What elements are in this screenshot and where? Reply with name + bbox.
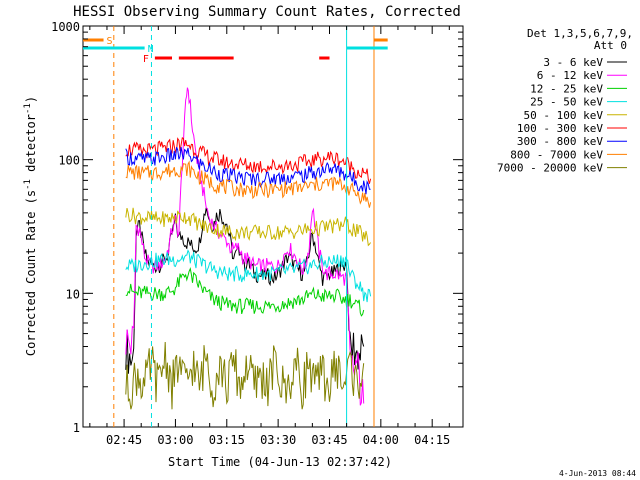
series-100-300-kev <box>125 137 372 184</box>
series-25-50-kev <box>125 249 372 303</box>
chart-title: HESSI Observing Summary Count Rates, Cor… <box>73 4 461 20</box>
legend-label-7000-20000-kev: 7000 - 20000 keV <box>497 162 603 175</box>
legend-label-25-50-kev: 25 - 50 keV <box>530 96 603 109</box>
series-800-7000-kev <box>125 160 372 208</box>
y-axis-label-sup1: -1 <box>23 179 33 190</box>
y-axis-label-sup2: -1 <box>23 103 33 114</box>
series-7000-20000-kev <box>125 341 365 410</box>
marker-s-label: S <box>107 36 113 47</box>
legend-label-12-25-kev: 12 - 25 keV <box>530 82 603 95</box>
series-50-100-kev <box>125 207 372 247</box>
marker-f-label: F <box>143 54 149 65</box>
legend-label-100-300-kev: 100 - 300 keV <box>517 122 603 135</box>
y-tick-label-1: 1 <box>73 421 80 435</box>
legend-label-3-6-kev: 3 - 6 keV <box>543 56 603 69</box>
legend-label-50-100-kev: 50 - 100 keV <box>524 109 604 122</box>
y-tick-label-1000: 1000 <box>51 20 80 34</box>
y-axis-label-end: ) <box>24 96 38 103</box>
marker-n-label: N <box>148 44 154 55</box>
attenuator-marker-layer: S NF <box>83 26 388 427</box>
x-tick-label-04-00: 04:00 <box>363 433 399 447</box>
y-tick-label-10: 10 <box>66 287 80 301</box>
y-axis-label-mid: detector <box>24 114 38 179</box>
x-tick-label-03-30: 03:30 <box>260 433 296 447</box>
y-tick-label-100: 100 <box>58 154 80 168</box>
x-tick-label-04-15: 04:15 <box>414 433 450 447</box>
legend-label-800-7000-kev: 800 - 7000 keV <box>510 148 603 161</box>
x-axis-label: Start Time (04-Jun-13 02:37:42) <box>168 455 392 469</box>
x-tick-label-03-15: 03:15 <box>209 433 245 447</box>
legend-header-line-1: Det 1,3,5,6,7,9, <box>527 27 633 40</box>
series-12-25-kev <box>125 267 365 317</box>
axis-layer: 02:45 03:00 03:15 03:30 03:45 04:00 04:15 1 10 10… <box>51 20 463 447</box>
legend-label-6-12-kev: 6 - 12 keV <box>537 69 604 82</box>
x-tick-label-03-45: 03:45 <box>311 433 347 447</box>
plot-date-stamp: 4-Jun-2013 08:44 <box>559 469 636 478</box>
legend-label-300-800-kev: 300 - 800 keV <box>517 135 603 148</box>
y-axis-label-main: Corrected Count Rate (s <box>24 190 38 356</box>
x-tick-label-03-00: 03:00 <box>157 433 193 447</box>
plot-frame <box>82 25 464 428</box>
legend-header-line-2: Att 0 <box>594 39 627 52</box>
series-300-800-kev <box>125 147 371 195</box>
series-layer <box>125 87 372 410</box>
y-axis-label: Corrected Count Rate (s-1 detector-1) <box>23 96 38 356</box>
x-tick-label-02-45: 02:45 <box>106 433 142 447</box>
series-6-12-kev <box>125 87 365 406</box>
